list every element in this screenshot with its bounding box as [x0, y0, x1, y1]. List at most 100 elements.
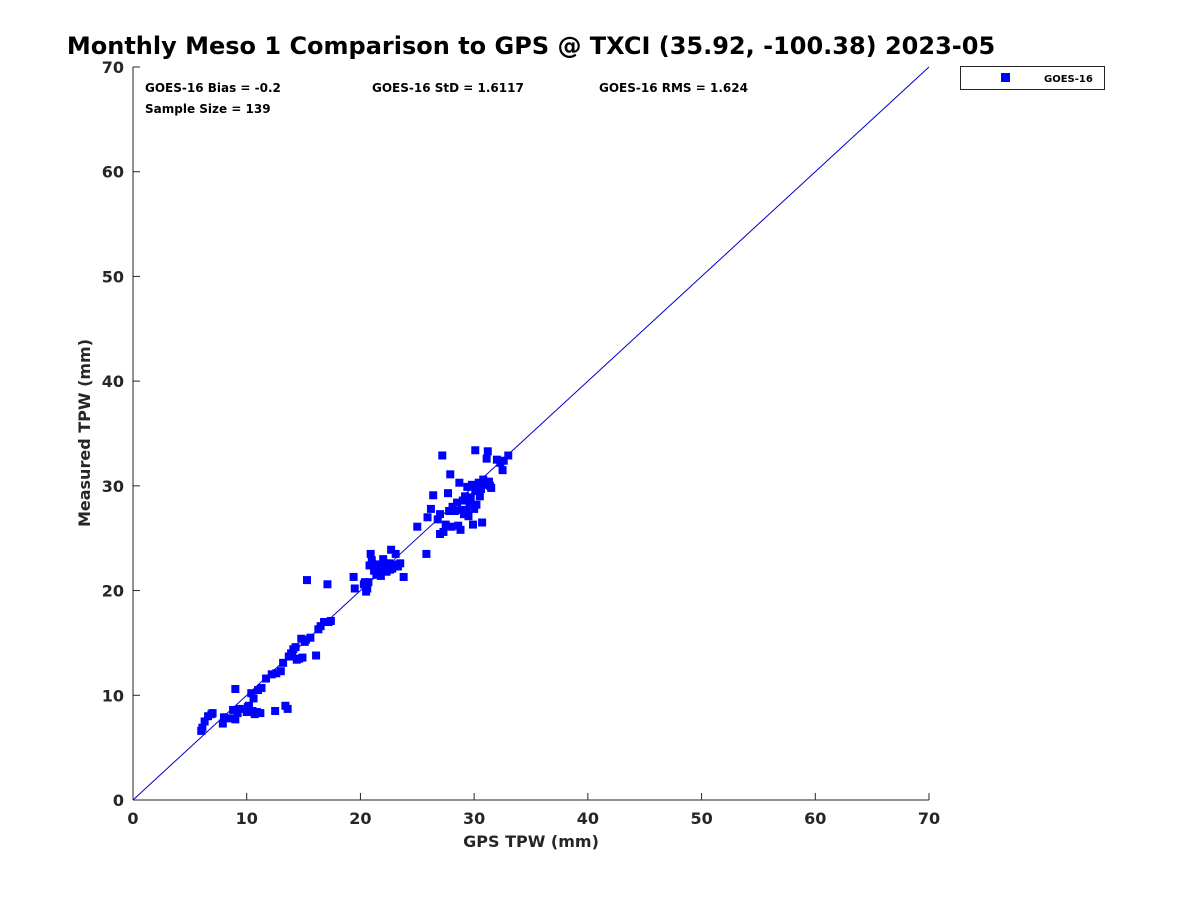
data-point — [367, 556, 376, 565]
x-tick-label: 10 — [236, 809, 258, 828]
data-point — [208, 709, 217, 718]
data-point — [469, 520, 478, 529]
data-point — [247, 689, 256, 698]
data-point — [399, 572, 408, 581]
data-point — [429, 491, 438, 500]
legend-series-label: GOES-16 — [1044, 74, 1093, 85]
data-point — [218, 719, 227, 728]
data-point — [474, 478, 483, 487]
data-point — [498, 466, 507, 475]
data-point — [475, 492, 484, 501]
data-point — [283, 704, 292, 713]
data-point — [279, 658, 288, 667]
data-point — [349, 572, 358, 581]
data-point — [198, 723, 207, 732]
y-tick-label: 20 — [102, 582, 124, 601]
data-point — [459, 510, 468, 519]
x-axis-ticks: 0 10 20 30 40 50 60 70 — [127, 793, 940, 828]
x-tick-label: 30 — [463, 809, 485, 828]
x-tick-label: 70 — [918, 809, 940, 828]
data-point — [471, 487, 480, 496]
data-point — [461, 492, 470, 501]
data-point — [458, 496, 467, 505]
rms-annotation: GOES-16 RMS = 1.624 — [599, 81, 748, 95]
data-point — [462, 505, 471, 514]
data-point — [479, 475, 488, 484]
data-point — [456, 525, 465, 534]
data-point — [438, 451, 447, 460]
data-point — [413, 522, 422, 531]
data-point — [487, 483, 496, 492]
data-point — [233, 709, 242, 718]
y-tick-label: 10 — [102, 686, 124, 705]
y-tick-label: 50 — [102, 267, 124, 286]
data-point — [478, 518, 487, 527]
y-tick-label: 30 — [102, 477, 124, 496]
data-point — [466, 493, 475, 502]
plot-area: 0 10 20 30 40 50 60 70 0 10 20 30 40 50 60 70 — [102, 58, 940, 828]
data-point — [219, 713, 228, 722]
y-axis-ticks: 0 10 20 30 40 50 60 70 — [102, 58, 140, 810]
data-point — [379, 563, 388, 572]
y-tick-label: 0 — [113, 791, 124, 810]
data-point — [454, 521, 463, 530]
y-tick-label: 60 — [102, 163, 124, 182]
data-point — [504, 451, 513, 460]
y-tick-label: 40 — [102, 372, 124, 391]
data-point — [472, 500, 481, 509]
data-point — [467, 480, 476, 489]
data-point — [465, 498, 474, 507]
x-tick-label: 40 — [577, 809, 599, 828]
data-point — [267, 670, 276, 679]
legend: GOES-16 — [960, 66, 1105, 90]
data-points — [197, 446, 513, 735]
data-point — [235, 704, 244, 713]
data-point — [422, 549, 431, 558]
x-tick-label: 20 — [349, 809, 371, 828]
x-tick-label: 50 — [690, 809, 712, 828]
data-point — [396, 559, 405, 568]
data-point — [445, 506, 454, 515]
data-point — [229, 705, 238, 714]
data-point — [446, 470, 455, 479]
data-point — [288, 651, 297, 660]
data-point — [363, 584, 372, 593]
data-point — [225, 714, 234, 723]
data-point — [483, 447, 492, 456]
data-point — [271, 706, 280, 715]
data-point — [302, 576, 311, 585]
data-point — [306, 633, 315, 642]
data-point — [257, 683, 266, 692]
data-point — [272, 669, 281, 678]
data-point — [433, 515, 442, 524]
data-point — [447, 522, 456, 531]
data-point — [256, 709, 265, 718]
data-point — [231, 715, 240, 724]
data-point — [262, 674, 271, 683]
data-point — [301, 635, 310, 644]
bias-annotation: GOES-16 Bias = -0.2 — [145, 81, 281, 95]
data-point — [365, 561, 374, 570]
data-point — [426, 504, 435, 513]
std-annotation: GOES-16 StD = 1.6117 — [372, 81, 524, 95]
x-tick-label: 60 — [804, 809, 826, 828]
data-point — [453, 498, 462, 507]
data-point — [244, 701, 253, 710]
data-point — [316, 622, 325, 631]
x-axis-label: GPS TPW (mm) — [463, 832, 599, 851]
data-point — [242, 708, 251, 717]
data-point — [423, 513, 432, 522]
legend-square-marker — [1001, 73, 1010, 82]
data-point — [471, 446, 480, 455]
data-point — [450, 506, 459, 515]
data-point — [291, 643, 300, 652]
data-point — [499, 456, 508, 465]
data-point — [366, 549, 375, 558]
data-point — [326, 616, 335, 625]
data-point — [350, 584, 359, 593]
data-point — [298, 653, 307, 662]
data-point — [379, 555, 388, 564]
data-point — [364, 578, 373, 587]
data-point — [463, 482, 472, 491]
